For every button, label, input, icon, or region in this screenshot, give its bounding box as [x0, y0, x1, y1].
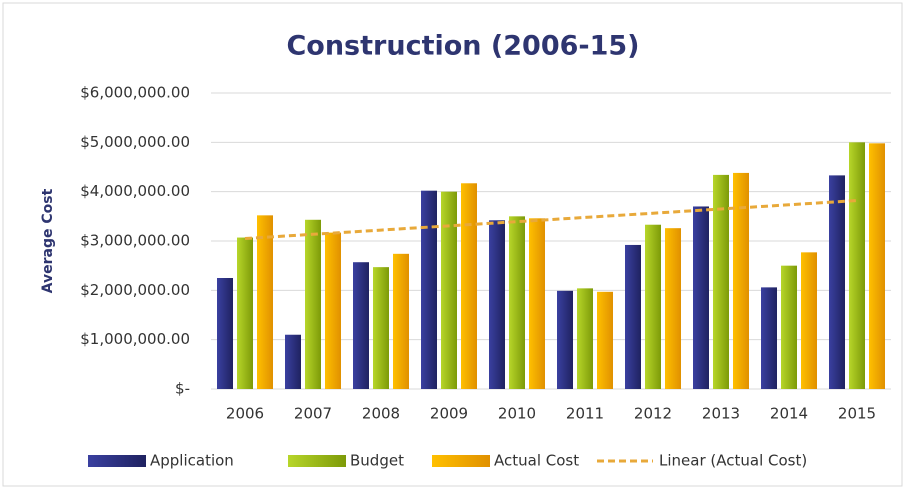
bar: [285, 334, 301, 389]
chart-title: Construction (2006-15): [286, 31, 639, 62]
x-tick-label: 2015: [838, 405, 876, 423]
bar: [461, 183, 477, 389]
legend-label: Application: [150, 452, 234, 470]
y-tick-label: $2,000,000.00: [80, 281, 190, 299]
bar: [257, 215, 273, 389]
y-tick-label: $-: [175, 380, 190, 398]
bar: [237, 237, 253, 389]
x-tick-label: 2009: [430, 405, 468, 423]
x-tick-label: 2006: [226, 405, 264, 423]
y-tick-label: $1,000,000.00: [80, 330, 190, 348]
bar: [713, 174, 729, 389]
y-tick-label: $5,000,000.00: [80, 133, 190, 151]
bar: [217, 278, 233, 389]
bar: [373, 267, 389, 389]
y-tick-label: $6,000,000.00: [80, 84, 190, 102]
bar: [353, 262, 369, 389]
x-tick-label: 2011: [566, 405, 604, 423]
bar: [693, 206, 709, 389]
legend-label: Actual Cost: [494, 452, 579, 470]
bar: [421, 190, 437, 389]
y-tick-label: $4,000,000.00: [80, 182, 190, 200]
legend-label: Budget: [350, 452, 404, 470]
bar: [733, 172, 749, 389]
bar: [325, 232, 341, 389]
legend-swatch: [88, 455, 146, 467]
bar: [645, 224, 661, 389]
bar: [849, 142, 865, 389]
x-tick-label: 2013: [702, 405, 740, 423]
bar: [557, 290, 573, 389]
bar: [441, 191, 457, 389]
bar: [665, 228, 681, 389]
bar: [869, 143, 885, 389]
bar: [597, 291, 613, 389]
trend-line: [244, 199, 858, 241]
bar: [529, 218, 545, 389]
bar: [781, 265, 797, 389]
bar: [625, 244, 641, 389]
legend-swatch: [288, 455, 346, 467]
legend-label: Linear (Actual Cost): [659, 452, 807, 470]
bar: [829, 175, 845, 389]
x-tick-label: 2010: [498, 405, 536, 423]
x-tick-label: 2008: [362, 405, 400, 423]
x-tick-label: 2014: [770, 405, 808, 423]
bar: [577, 288, 593, 389]
y-axis-title: Average Cost: [40, 188, 56, 293]
x-tick-label: 2007: [294, 405, 332, 423]
y-tick-label: $3,000,000.00: [80, 232, 190, 250]
bar: [393, 253, 409, 389]
bar: [509, 216, 525, 389]
bar: [761, 287, 777, 389]
bar: [305, 219, 321, 389]
bar: [801, 252, 817, 389]
bar: [489, 220, 505, 389]
legend-swatch: [432, 455, 490, 467]
x-tick-label: 2012: [634, 405, 672, 423]
